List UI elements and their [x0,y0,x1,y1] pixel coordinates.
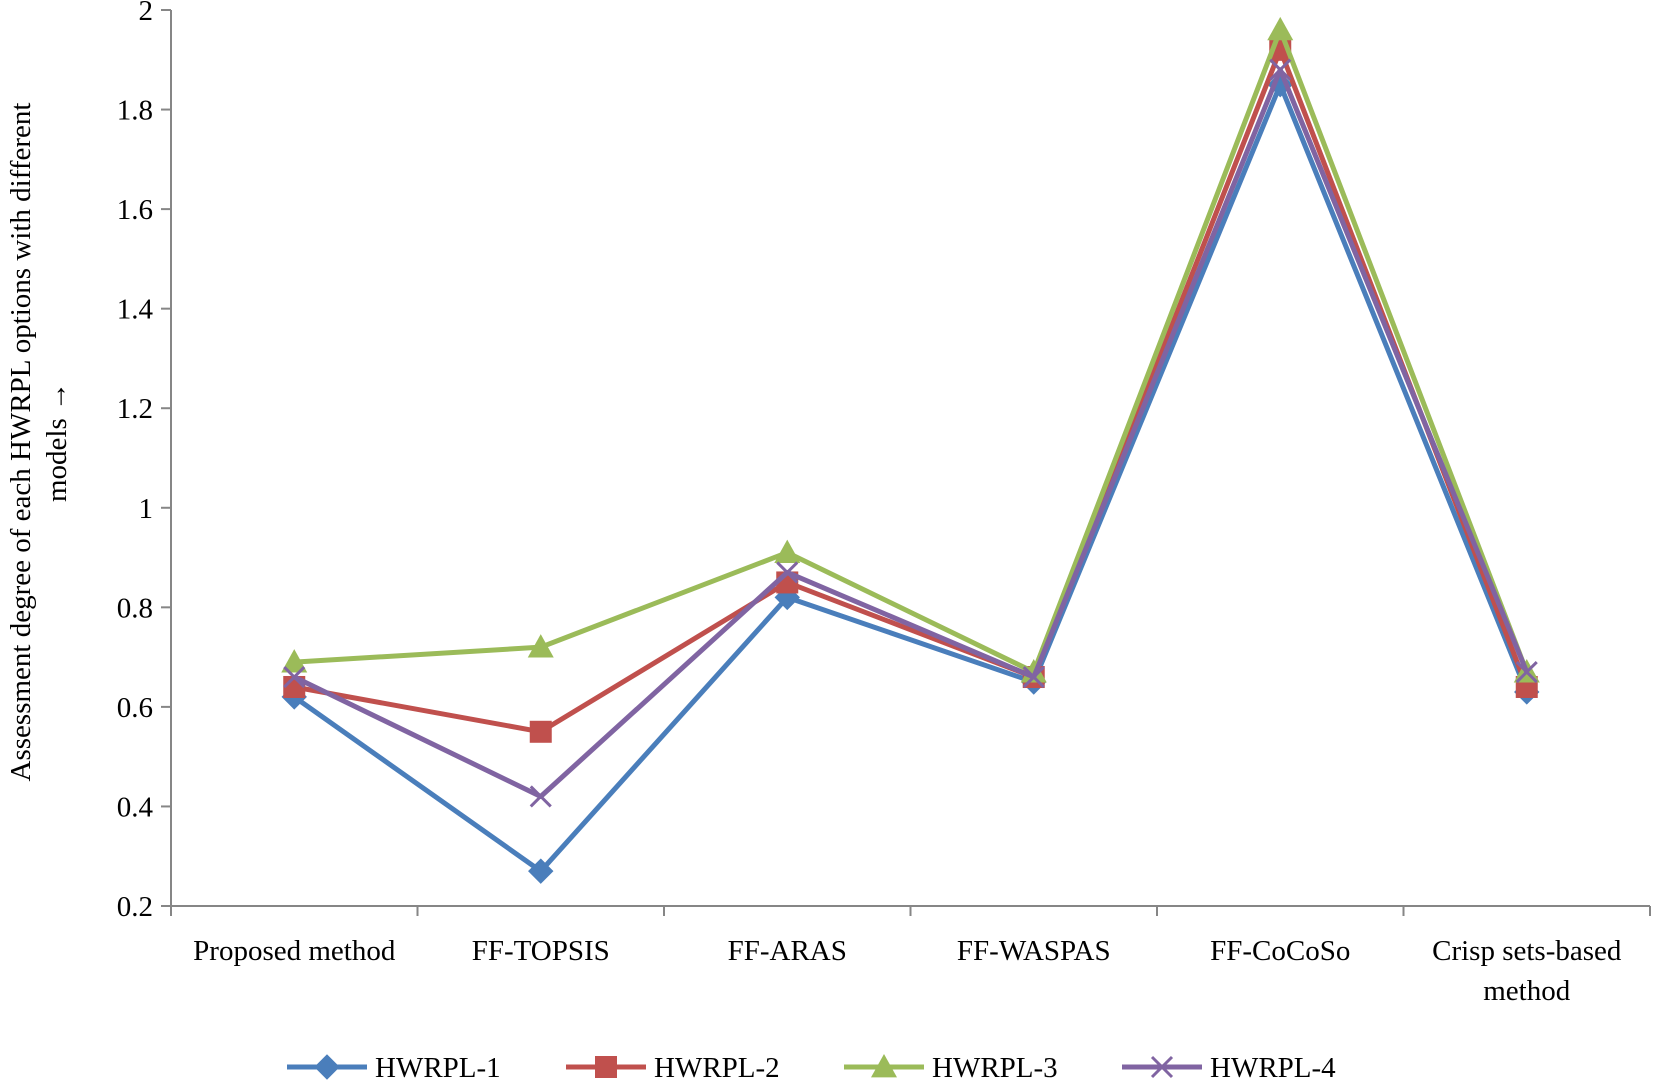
y-tick-label: 1.4 [117,294,154,326]
data-point [528,858,554,884]
data-point [1515,660,1538,684]
y-axis-title-line: Assessment degree of each HWRPL options … [5,103,37,782]
y-tick-label: 1.8 [117,95,153,127]
x-category-label: FF-TOPSIS [472,935,610,967]
data-point [1022,665,1045,689]
legend-item: HWRPL-2 [566,1052,780,1083]
data-point [776,561,799,584]
marker-stroke [1022,665,1045,689]
marker-stroke [776,561,799,584]
legend: HWRPL-1 HWRPL-2 HWRPL-3 HWRPL-4 [287,1052,1336,1083]
y-tick-label: 0.6 [117,692,153,724]
y-tick-label: 0.2 [117,891,153,923]
x-category-label: FF-WASPAS [957,935,1111,967]
marker-stroke [529,785,552,808]
x-category-label: FF-ARAS [728,935,847,967]
data-point [1269,58,1292,81]
y-axis-title-line: models → [41,382,73,502]
series-hwrpl-4 [283,58,1538,808]
marker-stroke [1269,58,1292,81]
data-point [1267,16,1294,41]
axes [170,10,1651,916]
y-tick-label: 0.8 [117,592,153,624]
y-axis-title: Assessment degree of each HWRPL options … [5,103,73,782]
marker-stroke [1515,660,1538,684]
y-tick-label: 2 [139,0,154,27]
data-point [529,785,552,808]
legend-marker [595,1056,617,1078]
data-point [281,649,308,673]
x-category-label-line: method [1483,975,1570,1007]
legend-marker [314,1054,340,1080]
y-axis-ticks: 0.2 0.4 0.6 0.8 1 1.2 1.4 1.6 1.8 2 [117,0,171,923]
legend-item: HWRPL-3 [844,1052,1058,1083]
data-point [527,634,554,658]
data-point [283,665,306,689]
plot-area [281,16,1540,884]
legend-label: HWRPL-4 [1210,1052,1336,1083]
legend-marker [1150,1055,1174,1079]
x-category-label: Proposed method [193,935,396,967]
data-point [774,539,801,563]
x-category-label: Crisp sets-based method [1432,935,1622,1007]
series-line [293,47,1530,735]
series-line [293,67,1530,799]
y-tick-label: 0.4 [117,791,154,823]
series-line [292,82,1530,874]
series-hwrpl-3 [281,16,1540,683]
x-axis-categories: Proposed method FF-TOPSIS FF-ARAS FF-WASPAS… [193,935,1622,1007]
data-point [529,720,552,743]
legend-label: HWRPL-2 [654,1052,780,1083]
series-line [294,27,1530,675]
y-axis-label: Assessment degree of each HWRPL options … [5,103,73,782]
y-tick-label: 1.2 [117,393,153,425]
x-category-label-line: Crisp sets-based [1432,935,1622,967]
legend-item: HWRPL-4 [1122,1052,1336,1083]
legend-label: HWRPL-1 [375,1052,501,1083]
y-tick-label: 1 [139,493,154,525]
x-category-label: FF-CoCoSo [1210,935,1350,967]
legend-item: HWRPL-1 [287,1052,501,1083]
marker-stroke [283,665,306,689]
legend-marker [871,1054,897,1078]
legend-label: HWRPL-3 [932,1052,1058,1083]
marker-stroke [1150,1055,1174,1079]
y-tick-label: 1.6 [117,194,153,226]
